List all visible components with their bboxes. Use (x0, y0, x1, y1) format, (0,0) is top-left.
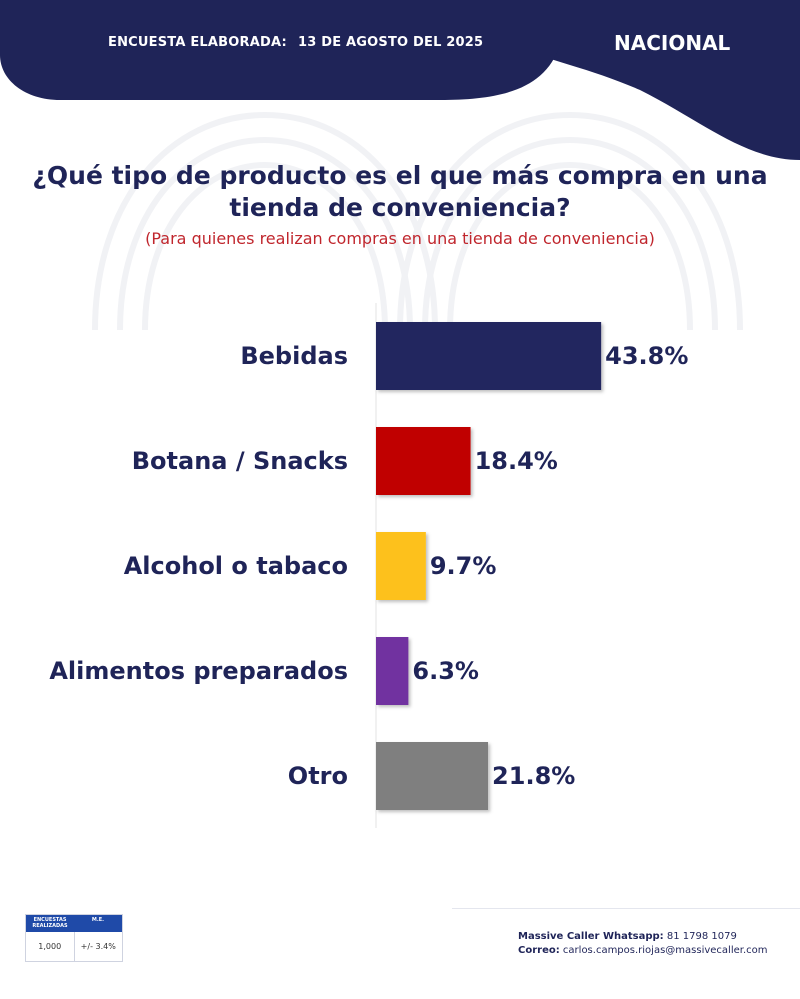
margin-error-header: M.E. (91, 917, 105, 923)
chart-subtitle: (Para quienes realizan compras en una ti… (145, 229, 655, 248)
margin-error-value: +/- 3.4% (80, 942, 116, 951)
header-left-shape (0, 0, 560, 100)
region-label: NACIONAL (614, 31, 731, 55)
email-label: Correo: (518, 945, 560, 956)
survey-info-table: ENCUESTAS REALIZADAS M.E. 1,000 +/- 3.4% (25, 914, 123, 962)
bar-bebidas (376, 322, 602, 390)
watermark-pattern (92, 111, 743, 331)
contact-info: Massive Caller Whatsapp: 81 1798 1079 Co… (518, 930, 768, 958)
category-label-alimentos-preparados: Alimentos preparados (49, 657, 348, 685)
whatsapp-number: 81 1798 1079 (666, 931, 737, 942)
bar-alimentos-preparados (376, 637, 409, 705)
bar-otro (376, 742, 489, 810)
survey-date: 13 DE AGOSTO DEL 2025 (298, 35, 484, 50)
email-address: carlos.campos.riojas@massivecaller.com (562, 945, 768, 956)
chart-title: ¿Qué tipo de producto es el que más comp… (32, 161, 768, 222)
survey-date-label: ENCUESTA ELABORADA: (108, 35, 287, 50)
value-label-otro: 21.8% (492, 762, 575, 790)
footer-divider (452, 908, 800, 909)
category-label-otro: Otro (288, 762, 348, 790)
whatsapp-label: Massive Caller Whatsapp: (518, 931, 664, 942)
bar-botana-snacks (376, 427, 471, 495)
category-label-bebidas: Bebidas (240, 342, 348, 370)
bar-alcohol-o-tabaco (376, 532, 426, 600)
category-label-alcohol-o-tabaco: Alcohol o tabaco (124, 552, 348, 580)
value-label-botana-snacks: 18.4% (475, 447, 558, 475)
value-label-alimentos-preparados: 6.3% (412, 657, 479, 685)
surveys-header: ENCUESTAS REALIZADAS (32, 917, 68, 929)
surveys-value: 1,000 (26, 932, 75, 961)
value-label-bebidas: 43.8% (605, 342, 688, 370)
value-label-alcohol-o-tabaco: 9.7% (430, 552, 497, 580)
category-label-botana-snacks: Botana / Snacks (132, 447, 348, 475)
